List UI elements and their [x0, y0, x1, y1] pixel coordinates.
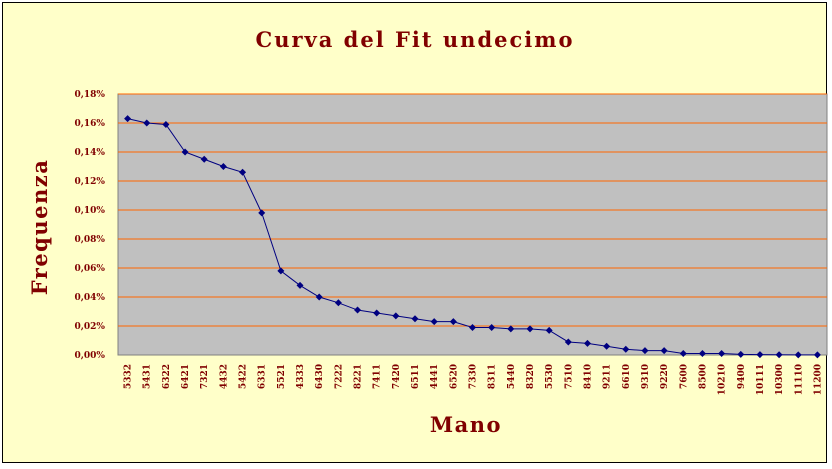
- y-tick-label: 0,06%: [75, 264, 106, 274]
- x-tick-label: 5332: [124, 364, 134, 389]
- data-point: [277, 267, 285, 275]
- y-tick-label: 0,10%: [75, 206, 106, 216]
- x-tick-label: 7411: [373, 364, 383, 389]
- data-point: [660, 347, 668, 355]
- gridlines: [118, 93, 827, 327]
- data-point: [583, 339, 591, 347]
- data-point: [698, 350, 706, 358]
- x-tick-label: 8320: [526, 364, 536, 389]
- data-point: [526, 325, 534, 333]
- data-point: [603, 342, 611, 350]
- data-point: [334, 299, 342, 307]
- x-tick-label: 8221: [354, 364, 364, 389]
- x-tick-label: 9220: [660, 364, 670, 389]
- x-tick-label: 6430: [315, 364, 325, 389]
- x-tick-label: 4441: [430, 364, 440, 389]
- y-tick-label: 0,14%: [75, 148, 106, 158]
- plot-area: [117, 93, 828, 356]
- x-tick-label: 7330: [469, 364, 479, 389]
- x-tick-label: 7222: [334, 364, 344, 389]
- y-tick-label: 0,02%: [75, 322, 106, 332]
- data-point: [124, 115, 132, 123]
- chart-title: Curva del Fit undecimo: [256, 27, 575, 52]
- x-tick-label: 5530: [545, 364, 555, 389]
- y-axis-title: Frequenza: [27, 159, 52, 296]
- data-point: [239, 168, 247, 176]
- data-point: [449, 318, 457, 326]
- y-tick-label: 0,08%: [75, 235, 106, 245]
- data-point: [718, 350, 726, 358]
- x-tick-label: 10300: [775, 364, 785, 395]
- data-point: [411, 315, 419, 323]
- x-tick-label: 8311: [488, 364, 498, 389]
- data-point: [622, 345, 630, 353]
- data-point: [469, 323, 476, 331]
- x-tick-label: 11110: [794, 364, 804, 395]
- data-point: [373, 309, 381, 317]
- x-tick-label: 6322: [162, 364, 172, 389]
- x-tick-label: 5440: [507, 364, 517, 389]
- data-point: [813, 351, 821, 359]
- data-point: [507, 325, 515, 333]
- x-tick-label: 7420: [392, 364, 402, 389]
- x-tick-label: 6520: [449, 364, 459, 389]
- x-tick-label: 5521: [277, 364, 287, 389]
- data-point: [392, 312, 400, 320]
- x-tick-label: 5422: [239, 364, 249, 389]
- x-tick-label: 10210: [718, 364, 728, 395]
- data-point: [737, 350, 745, 358]
- y-tick-label: 0,04%: [75, 293, 106, 303]
- x-axis-ticks: 5332 5431 6322 6421 7321 4432 5422 6331 5521 4333…: [124, 364, 824, 395]
- x-tick-label: 4333: [296, 364, 306, 389]
- x-tick-label: 6331: [258, 364, 268, 389]
- data-point: [162, 120, 170, 128]
- y-tick-label: 0,16%: [75, 119, 106, 129]
- x-tick-label: 6610: [622, 364, 632, 389]
- x-tick-label: 11200: [813, 364, 823, 395]
- data-point: [315, 293, 323, 301]
- x-tick-label: 8500: [698, 364, 708, 389]
- x-tick-label: 5431: [143, 364, 153, 389]
- data-point: [641, 347, 649, 355]
- y-tick-label: 0,18%: [75, 90, 106, 100]
- x-tick-label: 7321: [200, 364, 210, 389]
- series-markers: [124, 115, 821, 359]
- x-tick-label: 7510: [564, 364, 574, 389]
- y-tick-label: 0,00%: [75, 351, 106, 361]
- x-tick-label: 4432: [219, 364, 229, 389]
- data-point: [775, 351, 783, 359]
- data-point: [296, 281, 304, 289]
- x-tick-label: 7600: [679, 364, 689, 389]
- chart-area: Curva del Fit undecimo 0,00% 0,02% 0,04% 0,…: [2, 2, 828, 463]
- data-point: [794, 351, 802, 359]
- data-point: [564, 338, 572, 346]
- data-point: [756, 351, 764, 359]
- y-tick-label: 0,12%: [75, 177, 106, 187]
- data-point: [181, 148, 189, 156]
- data-point: [200, 155, 208, 163]
- data-point: [143, 119, 151, 127]
- data-point: [258, 209, 266, 217]
- data-point: [679, 350, 687, 358]
- data-point: [430, 318, 438, 326]
- x-tick-label: 9310: [641, 364, 651, 389]
- data-point: [488, 323, 496, 331]
- data-point: [219, 163, 227, 170]
- x-tick-label: 9211: [603, 364, 613, 389]
- data-point: [545, 326, 553, 334]
- x-tick-label: 9400: [737, 364, 747, 389]
- x-tick-label: 10111: [756, 364, 766, 395]
- y-axis-ticks: 0,00% 0,02% 0,04% 0,06% 0,08% 0,10% 0,12% 0,14%…: [75, 90, 106, 361]
- data-point: [354, 306, 362, 314]
- chart-svg: Curva del Fit undecimo 0,00%0,02%0,04%0,…: [27, 27, 828, 437]
- x-axis-title: Mano: [430, 412, 502, 437]
- x-tick-label: 6421: [181, 364, 191, 389]
- x-tick-label: 6511: [411, 364, 421, 389]
- x-tick-label: 8410: [583, 364, 593, 389]
